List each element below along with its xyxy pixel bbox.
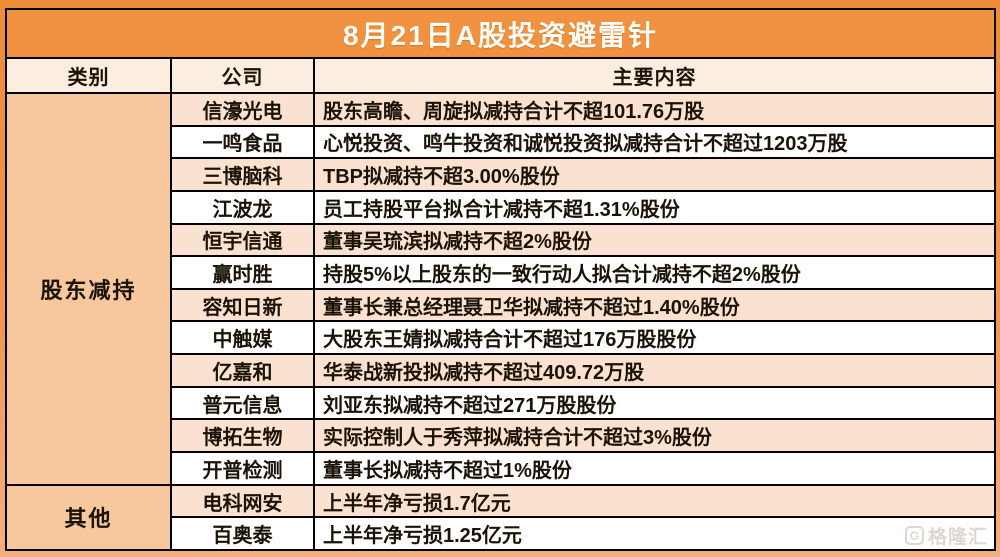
company-cell: 江波龙: [172, 191, 313, 223]
company-cell: 博拓生物: [172, 420, 313, 452]
content-cell: 刘亚东拟减持不超过271万股股份: [315, 387, 994, 419]
company-cell: 百奥泰: [172, 518, 313, 549]
column-header-content: 主要内容: [315, 59, 994, 92]
company-cell: 信濠光电: [172, 94, 313, 125]
company-cell: 一鸣食品: [172, 126, 313, 158]
alert-table: 8月21日A股投资避雷针 类别 公司 主要内容 股东减持 其他 信濠光电 股东高…: [5, 8, 996, 551]
content-cell: 心悦投资、鸣牛投资和诚悦投资拟减持合计不超过1203万股: [315, 126, 994, 158]
company-cell: 赢时胜: [172, 257, 313, 288]
content-cell: 持股5%以上股东的一致行动人拟合计减持不超2%股份: [315, 257, 994, 288]
content-cell: 华泰战新投拟减持不超过409.72万股: [315, 355, 994, 386]
content-cell: 董事吴琉滨拟减持不超2%股份: [315, 224, 994, 256]
content-cell: 实际控制人于秀萍拟减持合计不超过3%股份: [315, 420, 994, 452]
content-cell: 上半年净亏损1.25亿元: [315, 518, 994, 549]
company-cell: 开普检测: [172, 453, 313, 484]
column-header-category: 类别: [7, 59, 170, 92]
category-other: 其他: [7, 485, 170, 549]
company-cell: 电科网安: [172, 485, 313, 517]
company-cell: 中触媒: [172, 322, 313, 354]
content-cell: TBP拟减持不超3.00%股份: [315, 159, 994, 190]
content-cell: 员工持股平台拟合计减持不超1.31%股份: [315, 191, 994, 223]
company-cell: 普元信息: [172, 387, 313, 419]
content-cell: 股东高瞻、周旋拟减持合计不超101.76万股: [315, 94, 994, 125]
content-cell: 董事长拟减持不超过1%股份: [315, 453, 994, 484]
company-cell: 容知日新: [172, 289, 313, 321]
column-header-company: 公司: [172, 59, 313, 92]
category-shareholder-reduction: 股东减持: [7, 94, 170, 484]
content-cell: 大股东王婧拟减持合计不超过176万股股份: [315, 322, 994, 354]
company-cell: 亿嘉和: [172, 355, 313, 386]
content-cell: 上半年净亏损1.7亿元: [315, 485, 994, 517]
page-title: 8月21日A股投资避雷针: [7, 10, 994, 57]
company-cell: 三博脑科: [172, 159, 313, 190]
company-cell: 恒宇信通: [172, 224, 313, 256]
content-cell: 董事长兼总经理聂卫华拟减持不超过1.40%股份: [315, 289, 994, 321]
